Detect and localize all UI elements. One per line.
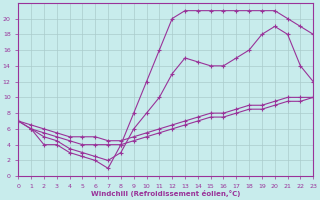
X-axis label: Windchill (Refroidissement éolien,°C): Windchill (Refroidissement éolien,°C) (91, 190, 240, 197)
